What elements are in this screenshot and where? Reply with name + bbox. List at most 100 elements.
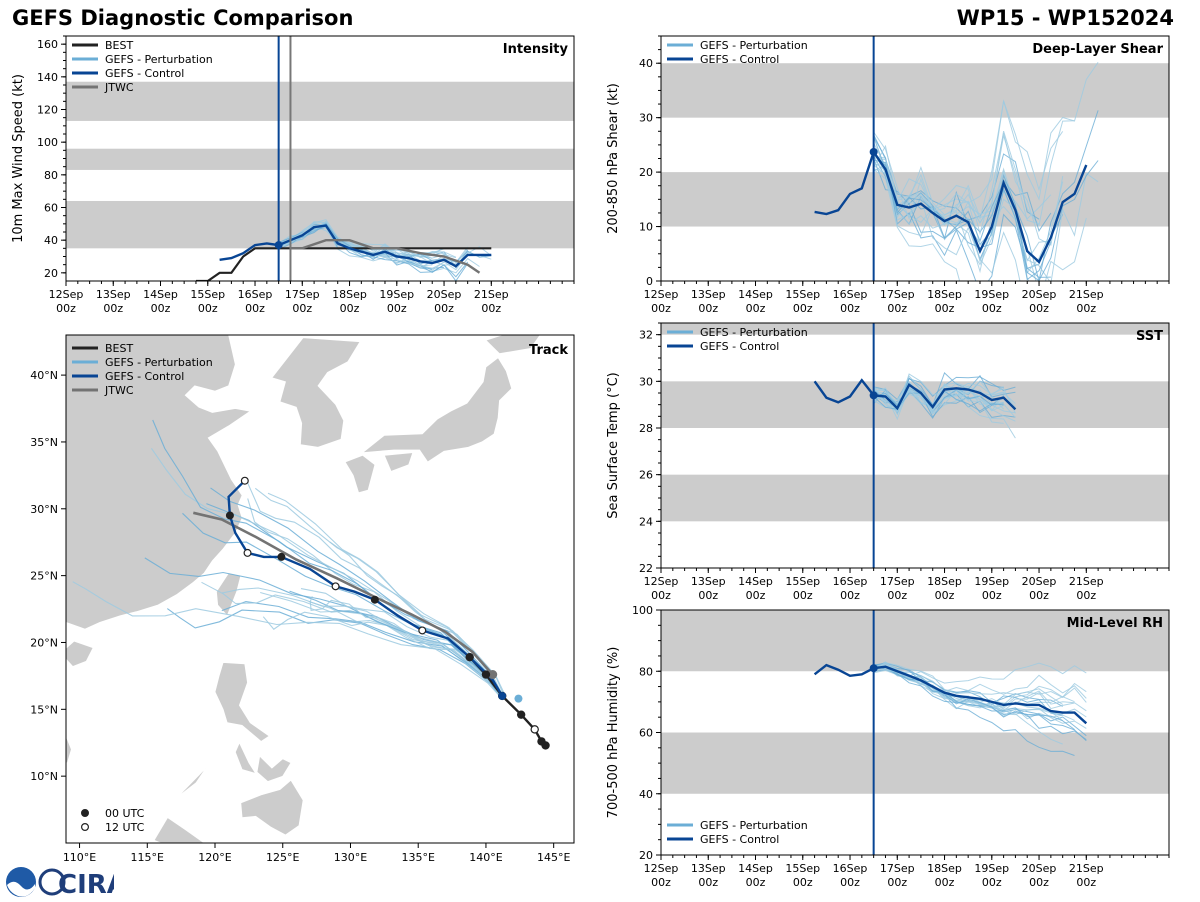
- intensity-ytick-label-3: 80: [44, 169, 58, 182]
- intensity-ytick-label-6: 140: [37, 71, 58, 84]
- rh-xtick-label-6: 18Sep: [927, 862, 962, 875]
- shear-xtick-label-3: 15Sep: [785, 288, 820, 301]
- track-best-point-1: [537, 737, 546, 746]
- intensity-xtick-label-6: 18Sep: [332, 288, 367, 301]
- rh-xtick-sub-9: 00z: [1076, 876, 1096, 889]
- land-luzon: [214, 662, 270, 742]
- sst-ytick-label-0: 22: [639, 562, 653, 575]
- page-title: GEFS Diagnostic Comparison: [12, 6, 354, 30]
- rh-xtick-sub-6: 00z: [935, 876, 955, 889]
- intensity-best-line: [196, 247, 492, 281]
- shear-perturbation-line-5: [873, 169, 961, 281]
- rh-xtick-label-2: 14Sep: [738, 862, 773, 875]
- rh-ytick-label-1: 40: [639, 788, 653, 801]
- shear-title: Deep-Layer Shear: [1032, 42, 1163, 57]
- rh-perturbation-line-16: [873, 664, 1087, 699]
- track-perturbation-line-14: [300, 588, 504, 697]
- shear-xtick-label-2: 14Sep: [738, 288, 773, 301]
- rh-ytick-label-3: 80: [639, 665, 653, 678]
- track-title: Track: [529, 343, 568, 358]
- track-best-point-3: [516, 710, 526, 719]
- sst-legend-label-1: GEFS - Control: [700, 340, 779, 353]
- intensity-xtick-label-8: 20Sep: [427, 288, 462, 301]
- shear-ytick-label-3: 30: [639, 112, 653, 125]
- sst-xtick-label-9: 21Sep: [1069, 575, 1104, 588]
- shear-perturbation-line-18: [873, 152, 1099, 281]
- sst-panel: 22242628303212Sep00z13Sep00z14Sep00z15Se…: [606, 322, 1170, 602]
- rh-legend-label-0: GEFS - Perturbation: [700, 819, 808, 832]
- shear-xtick-sub-1: 00z: [698, 302, 718, 315]
- shear-xtick-sub-4: 00z: [840, 302, 860, 315]
- intensity-legend-label-1: GEFS - Perturbation: [105, 53, 213, 66]
- shear-perturbation-line-3: [873, 158, 1052, 261]
- track-control-point-8: [331, 582, 340, 591]
- land-shikoku: [383, 452, 414, 472]
- sst-xtick-sub-7: 00z: [982, 589, 1002, 602]
- shear-xtick-sub-7: 00z: [982, 302, 1002, 315]
- track-control-point-10: [277, 552, 286, 561]
- noaa-cira-logo: CIRA: [4, 866, 127, 900]
- sst-xtick-label-1: 13Sep: [691, 575, 726, 588]
- track-lon-label-6: 140°E: [469, 851, 502, 864]
- track-lon-label-7: 145°E: [537, 851, 570, 864]
- track-lat-label-3: 25°N: [30, 570, 58, 583]
- track-perturbation-line-20: [201, 581, 502, 698]
- land-panay: [234, 741, 257, 775]
- shear-ytick-label-0: 0: [646, 275, 653, 288]
- intensity-ytick-label-1: 40: [44, 234, 58, 247]
- shear-panel: 01020304012Sep00z13Sep00z14Sep00z15Sep00…: [606, 35, 1170, 315]
- shear-perturbation-line-13: [873, 156, 1099, 281]
- shear-xtick-label-0: 12Sep: [644, 288, 679, 301]
- shear-legend-label-0: GEFS - Perturbation: [700, 39, 808, 52]
- rh-xtick-label-1: 13Sep: [691, 862, 726, 875]
- sst-xtick-label-0: 12Sep: [644, 575, 679, 588]
- track-control-point-16: [240, 476, 249, 485]
- track-lon-label-0: 110°E: [63, 851, 96, 864]
- sst-xtick-sub-2: 00z: [746, 589, 766, 602]
- track-lat-label-6: 40°N: [30, 369, 58, 382]
- land-palawan: [176, 758, 213, 798]
- track-best-point-5: [481, 670, 491, 679]
- shear-xtick-sub-8: 00z: [1029, 302, 1049, 315]
- intensity-ytick-label-0: 20: [44, 267, 58, 280]
- rh-control-line: [813, 663, 1088, 725]
- shear-xtick-label-7: 19Sep: [974, 288, 1009, 301]
- shear-xtick-sub-0: 00z: [651, 302, 671, 315]
- track-marker-legend-symbol-0: [80, 808, 89, 817]
- shear-xtick-label-4: 16Sep: [833, 288, 868, 301]
- shear-legend-label-1: GEFS - Control: [700, 53, 779, 66]
- rh-xtick-label-3: 15Sep: [785, 862, 820, 875]
- track-lon-label-2: 120°E: [198, 851, 231, 864]
- track-lat-label-4: 30°N: [30, 503, 58, 516]
- cira-globe-icon: [38, 868, 66, 896]
- track-lat-label-5: 35°N: [30, 436, 58, 449]
- sst-band-2: [661, 323, 1169, 335]
- intensity-xtick-label-7: 19Sep: [379, 288, 414, 301]
- track-lon-label-5: 135°E: [401, 851, 434, 864]
- sst-ytick-label-3: 28: [639, 422, 653, 435]
- rh-panel: 2040608010012Sep00z13Sep00z14Sep00z15Sep…: [606, 604, 1170, 889]
- intensity-legend-label-0: BEST: [105, 39, 133, 52]
- intensity-legend-label-2: GEFS - Control: [105, 67, 184, 80]
- track-control-point-2: [465, 653, 474, 662]
- sst-xtick-label-3: 15Sep: [785, 575, 820, 588]
- shear-xtick-label-1: 13Sep: [691, 288, 726, 301]
- sst-xtick-sub-9: 00z: [1076, 589, 1096, 602]
- rh-title: Mid-Level RH: [1067, 616, 1163, 631]
- track-legend-label-2: GEFS - Control: [105, 370, 184, 383]
- sst-xtick-sub-1: 00z: [698, 589, 718, 602]
- rh-xtick-label-0: 12Sep: [644, 862, 679, 875]
- intensity-xtick-label-0: 12Sep: [49, 288, 84, 301]
- shear-xtick-sub-5: 00z: [887, 302, 907, 315]
- track-frame: [65, 334, 575, 844]
- track-marker-legend-label-0: 00 UTC: [105, 807, 145, 820]
- sst-xtick-sub-6: 00z: [935, 589, 955, 602]
- track-lat-label-1: 15°N: [30, 703, 58, 716]
- shear-ytick-label-2: 20: [639, 166, 653, 179]
- track-legend-label-3: JTWC: [104, 384, 134, 397]
- land-visayas: [256, 755, 292, 782]
- track-legend-label-1: GEFS - Perturbation: [105, 356, 213, 369]
- sst-xtick-sub-8: 00z: [1029, 589, 1049, 602]
- intensity-xtick-label-3: 15Sep: [190, 288, 225, 301]
